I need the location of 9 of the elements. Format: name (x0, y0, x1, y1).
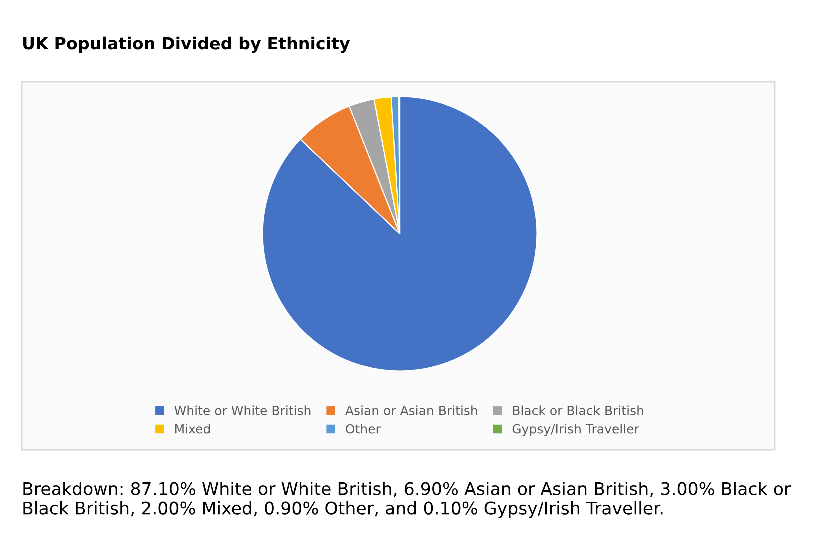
text: Breakdown: 87.10% White or White British, 6.90% Asian or Asian British, 3.00% Black or Black British, 2.00% Mixed, 0.90% Other, and 0.10% Gypsy/Irish Traveller. (24, 482, 792, 518)
legend-label: Gypsy/Irish Traveller (512, 424, 640, 436)
chart-title: UK Population Divided by Ethnicity (24, 36, 350, 54)
legend-label: Asian or Asian British (346, 406, 478, 416)
pie-slice (262, 96, 538, 372)
legend-label: White or White British (174, 406, 311, 416)
legend-label: Black or Black British (513, 406, 644, 416)
legend-label: Mixed (176, 424, 210, 434)
legend-label: Other (346, 424, 381, 434)
